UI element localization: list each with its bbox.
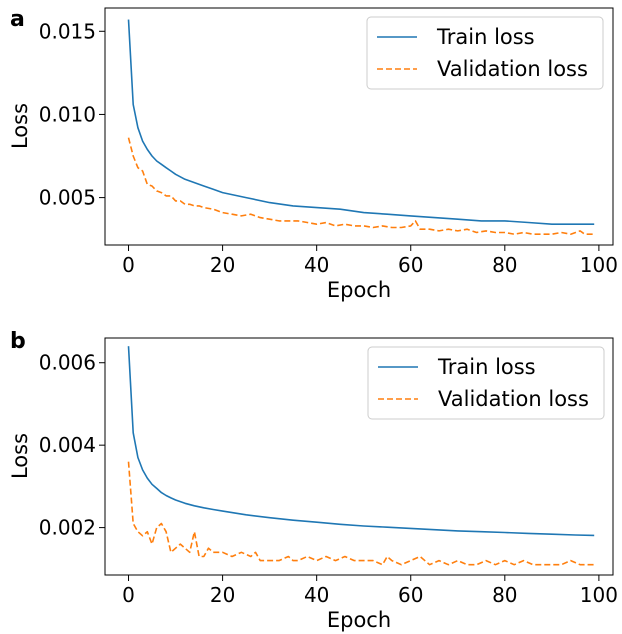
- legend: Train loss Validation loss: [367, 346, 605, 420]
- legend-box: [366, 16, 604, 90]
- panel-label: a: [10, 7, 25, 32]
- y-tick-label: 0.010: [39, 102, 96, 126]
- legend-box: [367, 346, 605, 420]
- x-tick-label: 100: [580, 583, 618, 607]
- legend-entry-label: Train loss: [436, 25, 535, 49]
- x-tick-label: 0: [122, 253, 135, 277]
- chart-panel-b: b 0 20 40 60 80 100 0.002 0.004 0.006 Epoch Loss Tra…: [8, 329, 618, 632]
- y-axis-label: Loss: [8, 433, 32, 479]
- legend-entry-label: Validation loss: [437, 57, 588, 81]
- x-tick-label: 60: [398, 253, 423, 277]
- x-tick-label: 60: [398, 583, 423, 607]
- x-tick-label: 20: [210, 583, 235, 607]
- x-tick-label: 20: [210, 253, 235, 277]
- legend-entry-label: Validation loss: [438, 387, 589, 411]
- legend-entry-label: Train loss: [437, 355, 536, 379]
- x-tick-label: 80: [492, 583, 517, 607]
- x-axis-label: Epoch: [327, 278, 391, 302]
- x-tick-label: 100: [580, 253, 618, 277]
- legend: Train loss Validation loss: [366, 16, 604, 90]
- chart-panel-a: a 0 20 40 60 80 100 0.005 0.010 0.015 Epoch Loss Tra…: [8, 7, 618, 302]
- y-tick-label: 0.006: [39, 351, 96, 375]
- series-line-train-loss: [127, 19, 595, 225]
- x-tick-label: 40: [304, 253, 329, 277]
- y-tick-label: 0.005: [39, 186, 96, 210]
- x-tick-label: 80: [492, 253, 517, 277]
- x-tick-label: 40: [304, 583, 329, 607]
- y-tick-label: 0.002: [39, 516, 96, 540]
- y-tick-label: 0.004: [39, 433, 96, 457]
- panel-label: b: [10, 329, 26, 354]
- x-tick-label: 0: [122, 583, 135, 607]
- y-axis-label: Loss: [8, 103, 32, 149]
- series-line-validation-loss: [127, 461, 595, 566]
- plot-frame: [104, 7, 614, 246]
- plot-frame: [104, 337, 614, 576]
- x-axis-label: Epoch: [327, 608, 391, 632]
- y-tick-label: 0.015: [39, 19, 96, 43]
- series-line-validation-loss: [127, 137, 595, 235]
- series-line-train-loss: [127, 346, 595, 537]
